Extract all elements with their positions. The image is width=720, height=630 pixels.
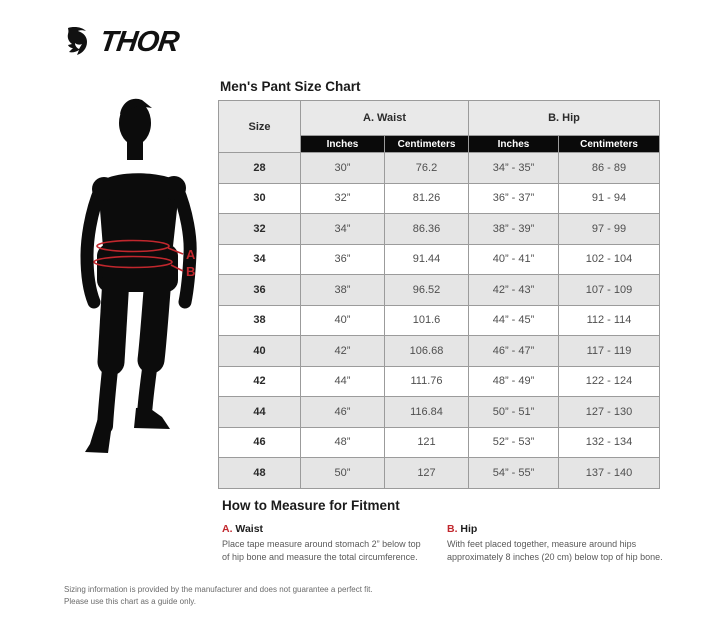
- hip-inches-value: 50” - 51”: [468, 396, 559, 428]
- measure-hip-text: With feet placed together, measure aroun…: [447, 539, 663, 563]
- male-silhouette: A B: [80, 98, 197, 453]
- waist-cm-value: 127: [384, 457, 469, 489]
- table-row: 32 34” 86.36 38” - 39” 97 - 99: [218, 213, 660, 245]
- size-value: 28: [218, 152, 301, 184]
- size-value: 32: [218, 213, 301, 245]
- hip-cm-value: 137 - 140: [558, 457, 660, 489]
- size-value: 46: [218, 426, 301, 458]
- hip-inches-value: 34” - 35”: [468, 152, 559, 184]
- disclaimer: Sizing information is provided by the ma…: [64, 584, 373, 608]
- waist-cm-value: 76.2: [384, 152, 469, 184]
- waist-inches-value: 44”: [300, 365, 385, 397]
- hip-inches-value: 36” - 37”: [468, 182, 559, 214]
- table-row: 38 40” 101.6 44” - 45” 112 - 114: [218, 304, 660, 336]
- measure-hip-heading: B. Hip: [447, 523, 665, 535]
- thor-ram-head-icon: [67, 27, 87, 55]
- hip-cm-value: 86 - 89: [558, 152, 660, 184]
- size-value: 30: [218, 182, 301, 214]
- measure-hip-name: Hip: [460, 523, 478, 535]
- hip-cm-value: 102 - 104: [558, 243, 660, 275]
- size-value: 34: [218, 243, 301, 275]
- size-chart-title: Men's Pant Size Chart: [220, 79, 361, 94]
- thor-logo: THOR: [62, 24, 181, 60]
- hip-inches-value: 54” - 55”: [468, 457, 559, 489]
- waist-inches-value: 34”: [300, 213, 385, 245]
- waist-cm-value: 101.6: [384, 304, 469, 336]
- waist-inches-value: 50”: [300, 457, 385, 489]
- size-value: 48: [218, 457, 301, 489]
- waist-inches-value: 42”: [300, 335, 385, 367]
- measure-waist-heading: A. Waist: [222, 523, 430, 535]
- hip-callout-label: B: [186, 264, 195, 279]
- waist-cm-value: 111.76: [384, 365, 469, 397]
- hip-inches-value: 52” - 53”: [468, 426, 559, 458]
- measure-waist-letter: A.: [222, 523, 233, 535]
- how-to-measure-section: How to Measure for Fitment A. Waist Plac…: [222, 498, 665, 583]
- waist-callout-label: A: [186, 247, 196, 262]
- waist-inches-value: 46”: [300, 396, 385, 428]
- waist-cm-value: 86.36: [384, 213, 469, 245]
- thor-logo-text: THOR: [97, 26, 181, 58]
- table-row: 48 50” 127 54” - 55” 137 - 140: [218, 457, 660, 489]
- hip-cm-value: 91 - 94: [558, 182, 660, 214]
- table-row: 40 42” 106.68 46” - 47” 117 - 119: [218, 335, 660, 367]
- size-value: 42: [218, 365, 301, 397]
- waist-inches-value: 48”: [300, 426, 385, 458]
- measurement-lines: [93, 239, 184, 272]
- size-chart-table: Size A. Waist B. Hip Inches Centimeters …: [218, 100, 660, 489]
- measure-hip-column: B. Hip With feet placed together, measur…: [447, 523, 665, 564]
- hip-cm-value: 132 - 134: [558, 426, 660, 458]
- hip-cm-value: 112 - 114: [558, 304, 660, 336]
- hip-inches-value: 44” - 45”: [468, 304, 559, 336]
- size-value: 40: [218, 335, 301, 367]
- column-header-size: Size: [218, 100, 301, 153]
- size-value: 36: [218, 274, 301, 306]
- size-value: 44: [218, 396, 301, 428]
- hip-inches-value: 42” - 43”: [468, 274, 559, 306]
- table-row: 44 46” 116.84 50” - 51” 127 - 130: [218, 396, 660, 428]
- subheader-hip-inches: Inches: [468, 135, 559, 153]
- hip-inches-value: 38” - 39”: [468, 213, 559, 245]
- how-to-measure-title: How to Measure for Fitment: [222, 498, 400, 513]
- column-header-waist: A. Waist: [300, 100, 469, 136]
- hip-inches-value: 48” - 49”: [468, 365, 559, 397]
- measure-waist-column: A. Waist Place tape measure around stoma…: [222, 523, 430, 564]
- waist-inches-value: 32”: [300, 182, 385, 214]
- hip-cm-value: 97 - 99: [558, 213, 660, 245]
- hip-cm-value: 107 - 109: [558, 274, 660, 306]
- waist-inches-value: 38”: [300, 274, 385, 306]
- table-row: 42 44” 111.76 48” - 49” 122 - 124: [218, 365, 660, 397]
- hip-inches-value: 40” - 41”: [468, 243, 559, 275]
- measure-hip-letter: B.: [447, 523, 458, 535]
- size-value: 38: [218, 304, 301, 336]
- subheader-hip-centimeters: Centimeters: [558, 135, 660, 153]
- waist-cm-value: 81.26: [384, 182, 469, 214]
- waist-inches-value: 36”: [300, 243, 385, 275]
- hip-cm-value: 127 - 130: [558, 396, 660, 428]
- table-row: 46 48” 121 52” - 53” 132 - 134: [218, 426, 660, 458]
- waist-cm-value: 96.52: [384, 274, 469, 306]
- hip-cm-value: 117 - 119: [558, 335, 660, 367]
- waist-cm-value: 91.44: [384, 243, 469, 275]
- subheader-waist-inches: Inches: [300, 135, 385, 153]
- measure-waist-text: Place tape measure around stomach 2” bel…: [222, 539, 421, 563]
- waist-cm-value: 116.84: [384, 396, 469, 428]
- table-row: 28 30” 76.2 34” - 35” 86 - 89: [218, 152, 660, 184]
- measure-waist-name: Waist: [235, 523, 264, 535]
- waist-inches-value: 30”: [300, 152, 385, 184]
- table-row: 36 38” 96.52 42” - 43” 107 - 109: [218, 274, 660, 306]
- table-row: 30 32” 81.26 36” - 37” 91 - 94: [218, 182, 660, 214]
- waist-inches-value: 40”: [300, 304, 385, 336]
- column-header-hip: B. Hip: [468, 100, 660, 136]
- disclaimer-line-2: Please use this chart as a guide only.: [64, 597, 196, 606]
- waist-cm-value: 106.68: [384, 335, 469, 367]
- subheader-waist-centimeters: Centimeters: [384, 135, 469, 153]
- waist-cm-value: 121: [384, 426, 469, 458]
- hip-inches-value: 46” - 47”: [468, 335, 559, 367]
- hip-cm-value: 122 - 124: [558, 365, 660, 397]
- disclaimer-line-1: Sizing information is provided by the ma…: [64, 585, 373, 594]
- table-row: 34 36” 91.44 40” - 41” 102 - 104: [218, 243, 660, 275]
